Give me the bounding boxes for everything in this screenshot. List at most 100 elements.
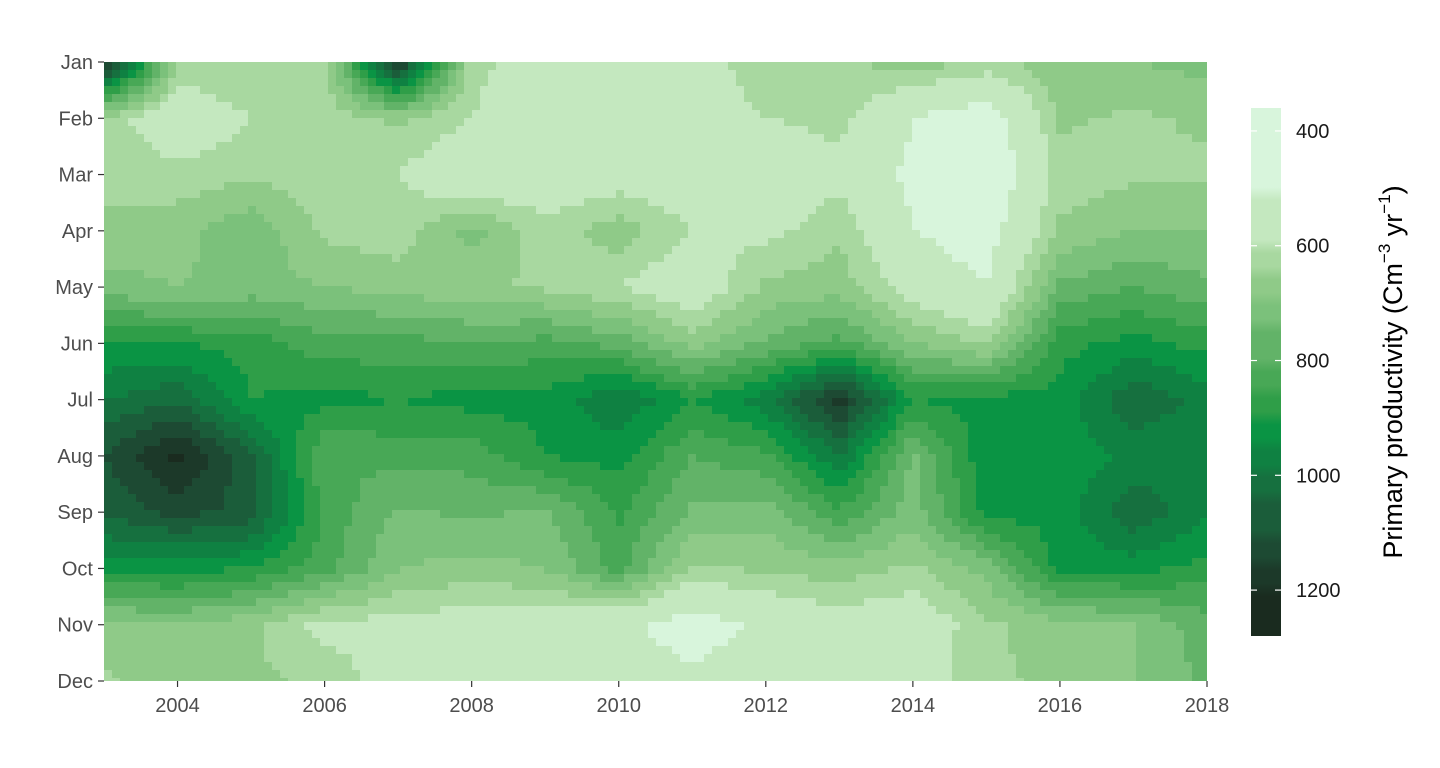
heatmap-cell (544, 270, 553, 279)
heatmap-cell (432, 62, 441, 71)
heatmap-cell (656, 70, 665, 79)
heatmap-cell (968, 150, 977, 159)
heatmap-cell (616, 110, 625, 119)
heatmap-cell (1184, 62, 1193, 71)
heatmap-cell (1168, 238, 1177, 247)
heatmap-cell (768, 126, 777, 135)
heatmap-cell (632, 174, 641, 183)
heatmap-cell (424, 126, 433, 135)
heatmap-cell (144, 222, 153, 231)
heatmap-cell (240, 126, 249, 135)
heatmap-cell (152, 102, 161, 111)
heatmap-cell (608, 134, 617, 143)
heatmap-cell (320, 222, 329, 231)
heatmap-cell (880, 110, 889, 119)
heatmap-cell (648, 102, 657, 111)
heatmap-cell (344, 182, 353, 191)
heatmap-cell (128, 238, 137, 247)
heatmap-cell (376, 62, 385, 71)
heatmap-cell (416, 94, 425, 103)
heatmap-cell (288, 342, 297, 351)
heatmap-cell (984, 230, 993, 239)
heatmap-cell (680, 326, 689, 335)
heatmap-cell (504, 334, 513, 343)
heatmap-cell (1176, 230, 1185, 239)
heatmap-cell (528, 198, 537, 207)
heatmap-cell (656, 182, 665, 191)
heatmap-cell (440, 246, 449, 255)
heatmap-cell (720, 262, 729, 271)
heatmap-cell (712, 190, 721, 199)
heatmap-cell (816, 334, 825, 343)
heatmap-cell (232, 126, 241, 135)
heatmap-cell (160, 182, 169, 191)
heatmap-cell (176, 246, 185, 255)
heatmap-cell (912, 326, 921, 335)
heatmap-cell (784, 222, 793, 231)
heatmap-cell (656, 278, 665, 287)
heatmap-cell (720, 246, 729, 255)
heatmap-cell (512, 262, 521, 271)
heatmap-cell (176, 286, 185, 295)
heatmap-cell (112, 86, 121, 95)
heatmap-cell (1040, 62, 1049, 71)
heatmap-cell (1176, 214, 1185, 223)
heatmap-cell (360, 102, 369, 111)
heatmap-cell (664, 110, 673, 119)
heatmap-cell (144, 94, 153, 103)
heatmap-cell (600, 334, 609, 343)
heatmap-cell (1128, 142, 1137, 151)
heatmap-cell (1120, 254, 1129, 263)
heatmap-cell (664, 294, 673, 303)
heatmap-cell (336, 262, 345, 271)
heatmap-cell (208, 166, 217, 175)
heatmap-cell (1080, 238, 1089, 247)
heatmap-cell (1168, 118, 1177, 127)
heatmap-cell (1080, 334, 1089, 343)
heatmap-cell (584, 134, 593, 143)
heatmap-cell (248, 270, 257, 279)
heatmap-cell (120, 286, 129, 295)
heatmap-cell (376, 174, 385, 183)
heatmap-cell (608, 222, 617, 231)
heatmap-cell (896, 190, 905, 199)
heatmap-cell (224, 278, 233, 287)
heatmap-cell (568, 222, 577, 231)
heatmap-cell (552, 238, 561, 247)
heatmap-cell (760, 318, 769, 327)
heatmap-cell (808, 126, 817, 135)
heatmap-cell (256, 158, 265, 167)
heatmap-cell (928, 342, 937, 351)
heatmap-cell (648, 286, 657, 295)
heatmap-cell (840, 318, 849, 327)
heatmap-cell (744, 286, 753, 295)
heatmap-cell (352, 118, 361, 127)
heatmap-cell (456, 238, 465, 247)
heatmap-cell (1096, 118, 1105, 127)
heatmap-cell (400, 342, 409, 351)
heatmap-cell (584, 302, 593, 311)
heatmap-cell (752, 182, 761, 191)
heatmap-cell (952, 206, 961, 215)
heatmap-cell (1032, 182, 1041, 191)
heatmap-cell (720, 294, 729, 303)
heatmap-cell (224, 214, 233, 223)
heatmap-cell (544, 110, 553, 119)
heatmap-cell (736, 310, 745, 319)
heatmap-cell (424, 118, 433, 127)
heatmap-cell (992, 214, 1001, 223)
heatmap-cell (1072, 150, 1081, 159)
heatmap-cell (832, 214, 841, 223)
heatmap-cell (880, 270, 889, 279)
heatmap-cell (704, 222, 713, 231)
heatmap-cell (144, 134, 153, 143)
heatmap-cell (1080, 86, 1089, 95)
heatmap-cell (168, 310, 177, 319)
heatmap-cell (952, 118, 961, 127)
heatmap-cell (1096, 174, 1105, 183)
heatmap-cell (584, 334, 593, 343)
heatmap-cell (288, 126, 297, 135)
heatmap-cell (408, 86, 417, 95)
heatmap-cell (1008, 174, 1017, 183)
heatmap-cell (392, 198, 401, 207)
